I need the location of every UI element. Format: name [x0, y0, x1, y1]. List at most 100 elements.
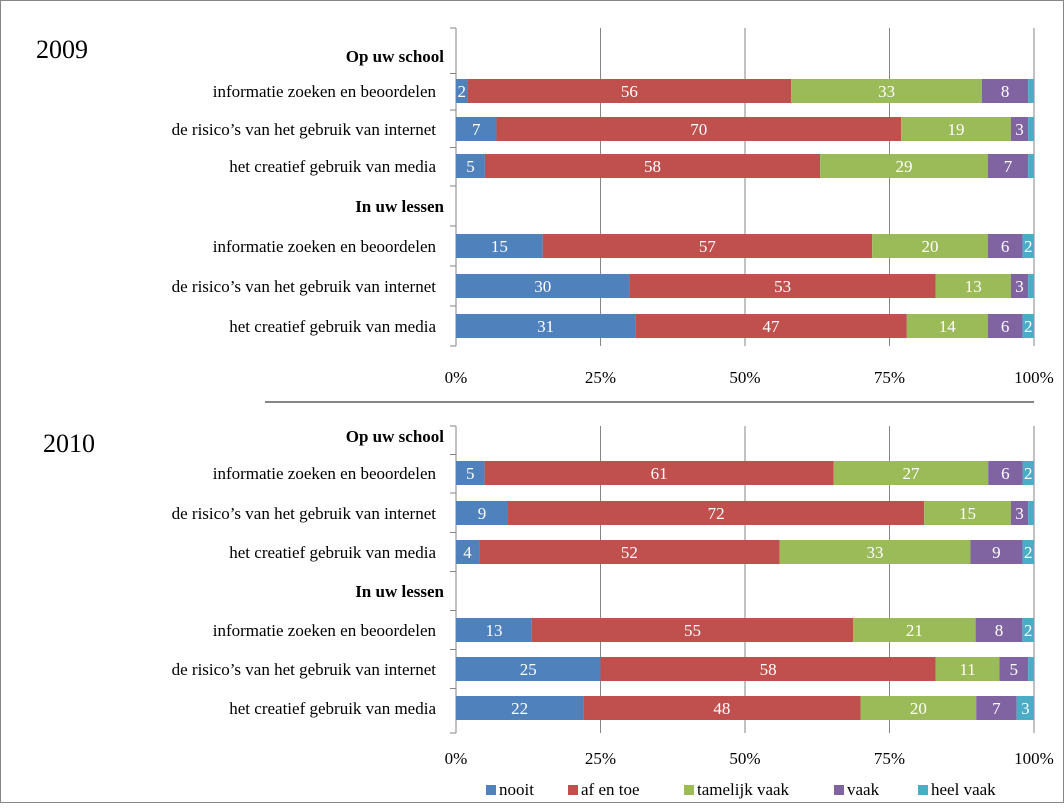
chart-2009-data-label: 13 — [965, 277, 982, 296]
chart-2009-data-label: 7 — [1004, 157, 1013, 176]
chart-2010-bar-tamelijk-vaak — [833, 461, 989, 485]
chart-2010-bar-heel-vaak — [1028, 657, 1034, 681]
chart-2009-bar-tamelijk-vaak — [935, 274, 1011, 298]
chart-2009-data-label: 14 — [939, 317, 957, 336]
chart-2009-group-header: In uw lessen — [355, 197, 444, 216]
chart-2009-x-tick-label: 0% — [445, 368, 468, 387]
chart-2010-title: 2010 — [43, 429, 95, 458]
legend-label: heel vaak — [931, 780, 996, 799]
chart-2009-bar-tamelijk-vaak — [820, 154, 988, 178]
chart-2009-data-label: 53 — [774, 277, 791, 296]
chart-2010-data-label: 2 — [1024, 621, 1033, 640]
chart-2010-data-label: 5 — [466, 464, 475, 483]
legend-swatch-vaak — [834, 785, 844, 795]
chart-2010-data-label: 2 — [1024, 464, 1033, 483]
chart-2010-bar-heel-vaak — [1022, 618, 1034, 642]
chart-2009-category-label: informatie zoeken en beoordelen — [213, 82, 437, 101]
chart-2010-data-label: 61 — [651, 464, 668, 483]
chart-2010-data-label: 11 — [959, 660, 975, 679]
chart-2010-data-label: 27 — [902, 464, 920, 483]
chart-2009-bar-nooit — [456, 314, 636, 338]
chart-2010-x-tick-label: 0% — [445, 749, 468, 768]
chart-2009-bar-af-en-toe — [542, 234, 873, 258]
chart-2010-x-tick-label: 50% — [729, 749, 760, 768]
chart-2009-category-label: informatie zoeken en beoordelen — [213, 237, 437, 256]
chart-2010-data-label: 22 — [511, 699, 528, 718]
chart-2010-category-label: het creatief gebruik van media — [229, 699, 436, 718]
chart-2009-bar-af-en-toe — [496, 117, 902, 141]
chart-2010-data-label: 52 — [621, 543, 638, 562]
chart-2009-data-label: 2 — [1024, 317, 1033, 336]
chart-2009-bar-heel-vaak — [1022, 234, 1034, 258]
chart-2009-bar-af-en-toe — [635, 314, 907, 338]
chart-2010-data-label: 33 — [867, 543, 884, 562]
chart-2009-bar-heel-vaak — [1028, 154, 1034, 178]
chart-2009-data-label: 3 — [1015, 120, 1024, 139]
chart-2010-category-label: informatie zoeken en beoordelen — [213, 621, 437, 640]
chart-2009-bar-heel-vaak — [1028, 274, 1034, 298]
chart-2010-bar-nooit — [456, 461, 485, 485]
chart-2009-bar-heel-vaak — [1022, 314, 1034, 338]
chart-2009-bar-af-en-toe — [484, 154, 821, 178]
chart-2010-category-label: de risico’s van het gebruik van internet — [172, 504, 437, 523]
chart-2009-x-tick-label: 25% — [585, 368, 616, 387]
chart-2010-bar-nooit — [456, 696, 584, 720]
chart-2009-bar-vaak — [981, 79, 1029, 103]
chart-2009-bar-vaak — [987, 234, 1023, 258]
chart-2009-bar-nooit — [456, 117, 497, 141]
chart-2010-bar-vaak — [970, 540, 1023, 564]
legend-swatch-af-en-toe — [568, 785, 578, 795]
chart-2009-data-label: 70 — [690, 120, 707, 139]
chart-2009-bar-nooit — [456, 154, 485, 178]
chart-2010-bar-heel-vaak — [1028, 501, 1034, 525]
chart-2010-data-label: 15 — [959, 504, 976, 523]
chart-2010-bar-af-en-toe — [508, 501, 925, 525]
chart-2009-data-label: 2 — [1024, 237, 1033, 256]
legend-swatch-heel-vaak — [918, 785, 928, 795]
chart-2010-bar-af-en-toe — [531, 618, 854, 642]
chart-2009-data-label: 3 — [1015, 277, 1024, 296]
chart-2009-bar-af-en-toe — [629, 274, 936, 298]
chart-2009-bar-heel-vaak — [1028, 117, 1034, 141]
chart-2010-bar-vaak — [976, 696, 1017, 720]
chart-2010-data-label: 4 — [463, 543, 472, 562]
chart-2009-x-tick-label: 75% — [874, 368, 905, 387]
chart-2009-data-label: 15 — [491, 237, 508, 256]
chart-2010-bar-af-en-toe — [600, 657, 936, 681]
chart-2010-bar-tamelijk-vaak — [853, 618, 976, 642]
chart-2010-group-header: Op uw school — [346, 427, 445, 446]
chart-2010-bar-vaak — [988, 461, 1023, 485]
chart-2009-data-label: 56 — [621, 82, 638, 101]
chart-2010-bar-nooit — [456, 501, 509, 525]
chart-2009-data-label: 2 — [458, 82, 467, 101]
chart-2010-bar-nooit — [456, 618, 532, 642]
chart-2009-data-label: 5 — [466, 157, 475, 176]
legend-label: nooit — [499, 780, 534, 799]
chart-2009-category-label: het creatief gebruik van media — [229, 157, 436, 176]
chart-2009-data-label: 19 — [947, 120, 964, 139]
chart-2010-data-label: 21 — [906, 621, 923, 640]
chart-2010-bar-vaak — [975, 618, 1023, 642]
chart-2010-bar-tamelijk-vaak — [779, 540, 971, 564]
chart-2010-group-header: In uw lessen — [355, 582, 444, 601]
chart-2009-bar-tamelijk-vaak — [872, 234, 988, 258]
chart-2010-category-label: de risico’s van het gebruik van internet — [172, 660, 437, 679]
chart-2009-data-label: 8 — [1001, 82, 1010, 101]
chart-2010-data-label: 3 — [1021, 699, 1030, 718]
chart-2010-bar-heel-vaak — [1022, 540, 1034, 564]
legend-swatch-nooit — [486, 785, 496, 795]
chart-2010-data-label: 48 — [713, 699, 730, 718]
chart-2009-bar-tamelijk-vaak — [901, 117, 1011, 141]
chart-2009-data-label: 6 — [1001, 317, 1010, 336]
chart-2010-bar-af-en-toe — [484, 461, 834, 485]
chart-2009-bar-vaak — [1010, 117, 1029, 141]
chart-2009-bar-vaak — [987, 154, 1029, 178]
chart-2010-data-label: 8 — [995, 621, 1004, 640]
chart-2009-data-label: 30 — [534, 277, 551, 296]
chart-2009-data-label: 6 — [1001, 237, 1010, 256]
chart-2009-data-label: 20 — [921, 237, 938, 256]
chart-2010-data-label: 20 — [910, 699, 927, 718]
chart-2010-bar-tamelijk-vaak — [935, 657, 1000, 681]
chart-2009-bar-nooit — [456, 79, 468, 103]
